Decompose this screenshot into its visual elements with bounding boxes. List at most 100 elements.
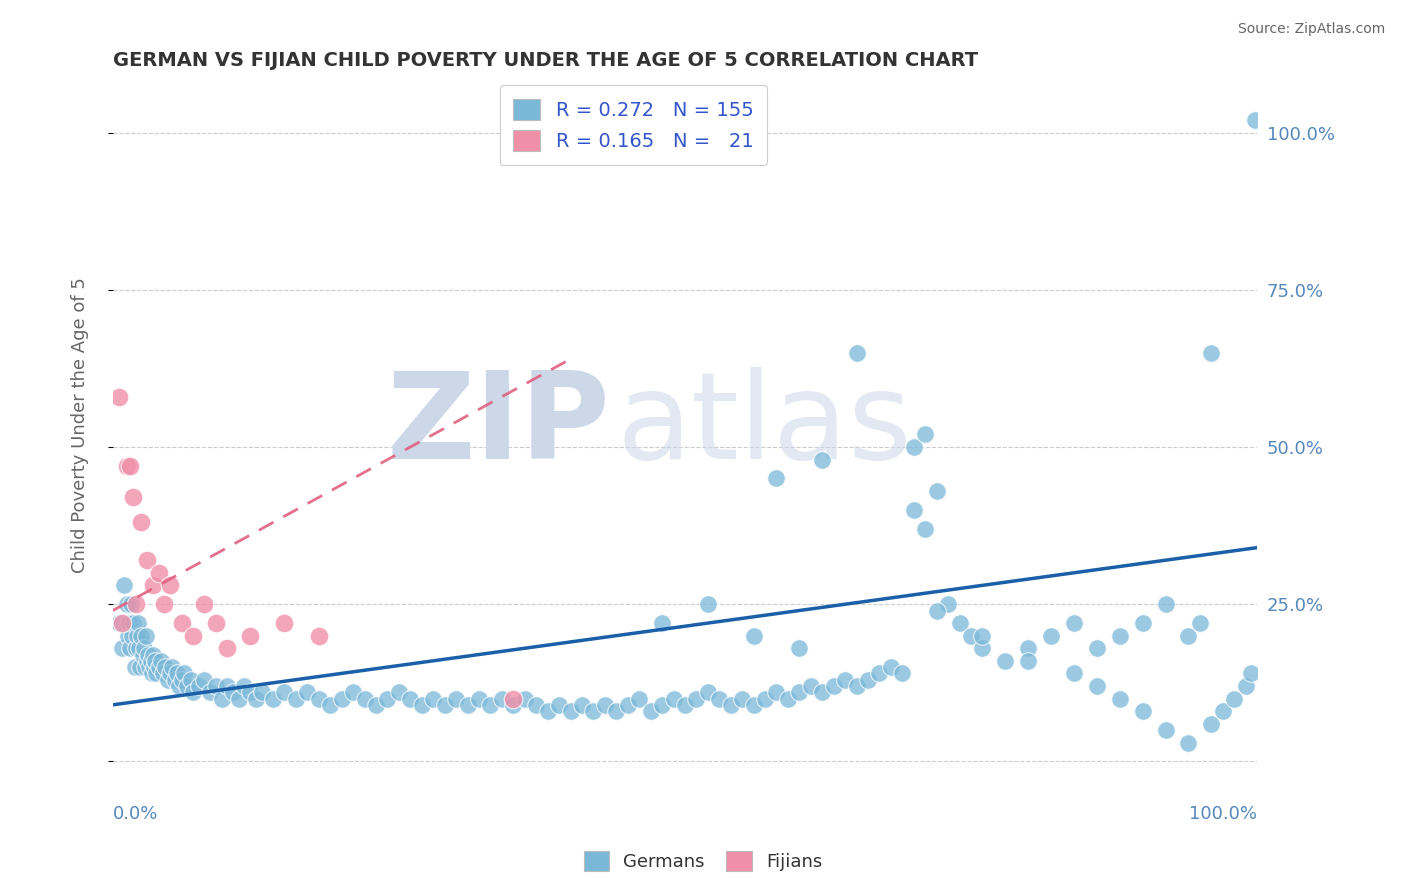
Point bbox=[239, 629, 262, 643]
Point bbox=[118, 616, 141, 631]
Point bbox=[136, 648, 159, 662]
Point bbox=[811, 452, 834, 467]
Point bbox=[513, 691, 536, 706]
Point bbox=[789, 685, 811, 699]
Point bbox=[148, 660, 170, 674]
Point bbox=[136, 553, 159, 567]
Point bbox=[135, 629, 157, 643]
Point bbox=[1085, 679, 1108, 693]
Point bbox=[765, 471, 787, 485]
Point bbox=[845, 345, 868, 359]
Legend: R = 0.272   N = 155, R = 0.165   N =   21: R = 0.272 N = 155, R = 0.165 N = 21 bbox=[499, 86, 768, 164]
Point bbox=[117, 629, 139, 643]
Point bbox=[153, 597, 176, 611]
Point bbox=[811, 685, 834, 699]
Point bbox=[233, 679, 256, 693]
Point bbox=[800, 679, 823, 693]
Point bbox=[217, 679, 239, 693]
Point bbox=[789, 641, 811, 656]
Point bbox=[330, 691, 353, 706]
Point bbox=[131, 516, 153, 530]
Point bbox=[163, 673, 186, 687]
Point bbox=[353, 691, 375, 706]
Point bbox=[914, 427, 936, 442]
Point bbox=[173, 666, 195, 681]
Point bbox=[124, 660, 146, 674]
Point bbox=[1132, 616, 1154, 631]
Point bbox=[107, 390, 129, 404]
Point bbox=[107, 616, 129, 631]
Point bbox=[1040, 629, 1063, 643]
Point bbox=[948, 616, 970, 631]
Point bbox=[111, 641, 134, 656]
Point bbox=[1063, 616, 1085, 631]
Point bbox=[148, 566, 170, 580]
Point bbox=[159, 578, 181, 592]
Point bbox=[936, 597, 959, 611]
Point bbox=[709, 691, 731, 706]
Point bbox=[187, 679, 209, 693]
Point bbox=[250, 685, 273, 699]
Point bbox=[129, 660, 152, 674]
Point bbox=[155, 660, 177, 674]
Point bbox=[245, 691, 267, 706]
Point bbox=[823, 679, 845, 693]
Point bbox=[1234, 679, 1257, 693]
Point bbox=[139, 654, 162, 668]
Point bbox=[138, 660, 160, 674]
Point bbox=[1177, 629, 1199, 643]
Point bbox=[364, 698, 387, 712]
Point bbox=[582, 704, 605, 718]
Point bbox=[399, 691, 422, 706]
Point bbox=[136, 654, 159, 668]
Point bbox=[115, 458, 138, 473]
Point bbox=[1223, 691, 1246, 706]
Point bbox=[112, 578, 135, 592]
Point bbox=[388, 685, 411, 699]
Point bbox=[156, 673, 179, 687]
Point bbox=[468, 691, 491, 706]
Point bbox=[457, 698, 479, 712]
Point bbox=[342, 685, 364, 699]
Text: atlas: atlas bbox=[616, 367, 912, 483]
Point bbox=[972, 641, 994, 656]
Point bbox=[972, 629, 994, 643]
Point bbox=[122, 616, 145, 631]
Point bbox=[1240, 666, 1263, 681]
Point bbox=[537, 704, 560, 718]
Point bbox=[411, 698, 433, 712]
Point bbox=[1154, 723, 1177, 737]
Point bbox=[502, 691, 524, 706]
Point bbox=[651, 698, 673, 712]
Point bbox=[925, 483, 948, 498]
Point bbox=[422, 691, 444, 706]
Point bbox=[696, 685, 718, 699]
Point bbox=[145, 666, 167, 681]
Point bbox=[1201, 345, 1223, 359]
Point bbox=[960, 629, 983, 643]
Point bbox=[891, 666, 914, 681]
Point bbox=[122, 491, 145, 505]
Point bbox=[205, 616, 228, 631]
Point bbox=[685, 691, 707, 706]
Point bbox=[319, 698, 342, 712]
Point bbox=[1212, 704, 1234, 718]
Point bbox=[193, 673, 215, 687]
Point bbox=[132, 641, 155, 656]
Point bbox=[297, 685, 319, 699]
Point bbox=[696, 597, 718, 611]
Point bbox=[524, 698, 547, 712]
Point bbox=[181, 685, 204, 699]
Point bbox=[152, 666, 174, 681]
Point bbox=[125, 597, 148, 611]
Point bbox=[1177, 735, 1199, 749]
Point bbox=[1201, 716, 1223, 731]
Point bbox=[239, 685, 262, 699]
Point bbox=[776, 691, 799, 706]
Point bbox=[640, 704, 662, 718]
Point bbox=[1085, 641, 1108, 656]
Point bbox=[742, 629, 765, 643]
Point bbox=[222, 685, 245, 699]
Point bbox=[149, 654, 172, 668]
Point bbox=[262, 691, 284, 706]
